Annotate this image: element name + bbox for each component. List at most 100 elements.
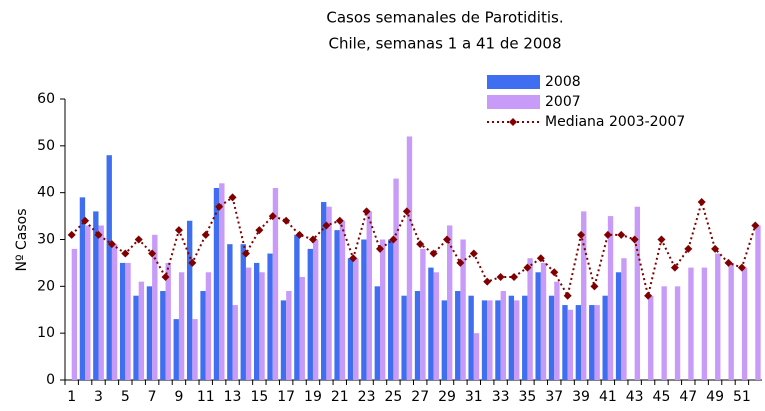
bar [473,333,480,380]
median-marker [737,263,746,272]
x-tick-label: 27 [411,389,429,405]
bar [548,295,555,380]
x-tick-label: 49 [706,389,724,405]
bar [339,220,346,380]
median-marker [94,230,103,239]
y-tick-label: 50 [37,138,55,154]
median-marker [711,244,720,253]
legend-marker [509,118,517,126]
median-marker [483,277,492,286]
bar [715,253,721,380]
bar [621,258,627,380]
bar [514,300,520,380]
bar [441,300,448,380]
bar [133,295,139,380]
median-marker [510,272,519,281]
bar [253,262,260,380]
bar [334,230,340,380]
bar [388,239,394,380]
median-marker [107,240,116,249]
bar [267,253,273,380]
median-marker [389,235,398,244]
bar [487,300,493,380]
bar [361,239,367,380]
x-tick-label: 11 [197,389,215,405]
bar [741,267,748,380]
x-tick-label: 25 [384,389,402,405]
median-marker [657,235,666,244]
x-tick-label: 1 [67,389,76,405]
bar [661,286,667,380]
bar [540,262,547,380]
chart-title: Casos semanales de Parotiditis. [326,9,563,27]
median-marker [161,272,170,281]
bar [562,305,568,380]
median-marker [335,216,344,225]
bar [160,291,166,380]
median-marker [308,235,317,244]
bar [245,267,252,380]
bar [79,197,86,380]
median-marker [644,291,653,300]
bar [393,178,399,380]
median-marker [603,230,612,239]
median-marker [496,272,505,281]
median-marker [241,249,250,258]
median-marker [590,282,599,291]
bar [227,244,233,380]
bar [468,295,474,380]
median-marker [670,263,679,272]
median-marker [456,258,465,267]
bar [192,319,198,380]
x-tick-label: 15 [250,389,268,405]
median-marker [724,258,733,267]
x-tick-label: 7 [148,389,157,405]
bar [634,206,641,380]
median-marker [228,193,237,202]
bar [106,155,112,380]
bar [299,276,305,380]
bar [93,211,99,380]
x-tick-label: 17 [277,389,295,405]
median-marker [684,244,693,253]
bar [152,234,158,380]
bar [213,187,220,380]
x-tick-label: 9 [174,389,183,405]
bar [495,300,501,380]
median-marker [563,291,572,300]
x-tick-label: 51 [733,389,751,405]
bar [455,291,461,380]
bar [701,267,708,380]
bar [428,267,434,380]
median-marker [630,235,639,244]
bar [146,286,153,380]
bar [460,239,466,380]
bar [353,258,359,380]
bar [347,258,354,380]
bar [280,300,287,380]
legend-label: 2007 [545,94,581,110]
bar [119,262,126,380]
bar [522,295,528,380]
bar [125,262,131,380]
median-marker [523,263,532,272]
bar [205,272,212,380]
bar [307,248,313,380]
legend-swatch [487,95,540,109]
bar [379,239,386,380]
x-tick-label: 47 [679,389,697,405]
bar [401,295,407,380]
bar [85,225,91,380]
legend-swatch [487,75,540,89]
bar [581,211,587,380]
x-tick-label: 21 [331,389,349,405]
bar [374,286,380,380]
bar [602,295,608,380]
bar [366,211,372,380]
y-tick-label: 30 [37,232,55,248]
median-marker [402,207,411,216]
y-axis-label: Nº Casos [14,208,30,271]
bar [173,319,179,380]
median-marker [362,207,371,216]
bar [728,262,734,380]
